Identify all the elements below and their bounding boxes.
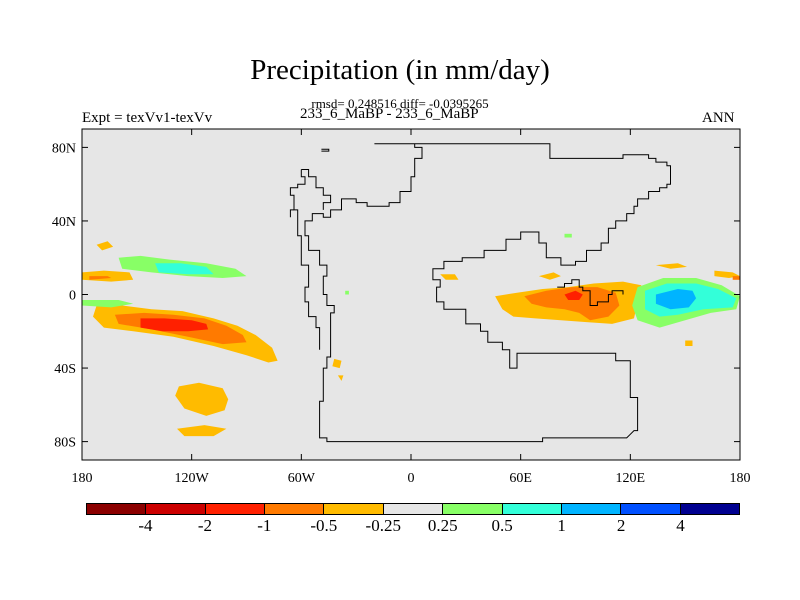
colorbar-cell bbox=[205, 504, 266, 514]
west-pacific-orange bbox=[655, 263, 687, 269]
colorbar-cell bbox=[146, 504, 206, 514]
colorbar-cell bbox=[87, 504, 147, 514]
colorbar-cell bbox=[621, 504, 681, 514]
colorbar-level-label: -4 bbox=[138, 516, 153, 535]
x-tick-label: 180 bbox=[730, 471, 751, 486]
y-tick-label: 80S bbox=[54, 436, 76, 451]
coastlines bbox=[289, 143, 671, 443]
x-tick-label: 120E bbox=[616, 471, 646, 486]
y-tick-label: 40S bbox=[54, 362, 76, 377]
colorbar bbox=[86, 503, 740, 515]
australia-spot bbox=[685, 340, 693, 346]
colorbar-cell bbox=[265, 504, 325, 514]
colorbar-cell bbox=[502, 504, 562, 514]
colorbar-level-label: 1 bbox=[557, 516, 566, 535]
colorbar-level-label: 0.5 bbox=[491, 516, 513, 535]
x-axis: 180 120W 60W 0 60E 120E 180 bbox=[72, 129, 751, 486]
coastline-fragment bbox=[289, 209, 294, 218]
colorbar-cell bbox=[383, 504, 444, 514]
left-label: Expt = texVv1-texVv bbox=[82, 110, 213, 126]
asia-wet-spot bbox=[564, 233, 572, 238]
south-pacific-blob bbox=[175, 382, 229, 416]
y-axis: 80N 40N 0 40S 80S bbox=[52, 141, 740, 451]
y-tick-label: 40N bbox=[52, 215, 76, 230]
x-tick-label: 0 bbox=[408, 471, 415, 486]
colorbar-level-label: 0.25 bbox=[427, 516, 458, 535]
colorbar-cell bbox=[680, 504, 739, 514]
x-tick-label: 120W bbox=[175, 471, 210, 486]
atlantic-wet-spot bbox=[345, 290, 349, 295]
argentina-spot-2 bbox=[337, 375, 344, 381]
pacific-south-max bbox=[140, 318, 209, 332]
colorbar-cell bbox=[561, 504, 622, 514]
coastline-fragment bbox=[301, 169, 332, 210]
right-label: ANN bbox=[702, 110, 735, 126]
colorbar-level-label: 4 bbox=[676, 516, 685, 535]
chart-title: Precipitation (in mm/day) bbox=[250, 54, 550, 86]
africa-spot bbox=[440, 274, 459, 280]
coastline-americas-main bbox=[304, 143, 671, 443]
coastline-fragment bbox=[557, 279, 624, 306]
south-pacific-spot bbox=[177, 425, 227, 437]
date-line-east bbox=[732, 276, 740, 280]
colorbar-level-label: -0.25 bbox=[365, 516, 401, 535]
west-pacific-max bbox=[655, 289, 697, 310]
colorbar-level-label: -0.5 bbox=[310, 516, 338, 535]
y-tick-label: 80N bbox=[52, 141, 76, 156]
colorbar-level-label: -2 bbox=[197, 516, 212, 535]
india-spot bbox=[538, 272, 561, 280]
indian-ocean-core bbox=[524, 287, 620, 321]
anomaly-regions bbox=[82, 233, 740, 437]
chart-subtitle: rmsd= 0.248516 diff= -0.0395265 bbox=[311, 96, 489, 111]
x-tick-label: 180 bbox=[72, 471, 93, 486]
colorbar-cell bbox=[443, 504, 503, 514]
colorbar-cell bbox=[324, 504, 384, 514]
argentina-spot bbox=[332, 358, 342, 369]
colorbar-level-label: 2 bbox=[616, 516, 626, 535]
x-tick-label: 60W bbox=[288, 471, 316, 486]
x-tick-label: 60E bbox=[509, 471, 532, 486]
center-label: 233_6_MaBP - 233_6_MaBP bbox=[300, 106, 479, 122]
coastline-fragment bbox=[289, 169, 321, 350]
pacific-equator-wet bbox=[82, 300, 134, 308]
pacific-small-north bbox=[96, 241, 114, 251]
pacific-north-core bbox=[89, 276, 112, 280]
pacific-north-wet-core bbox=[155, 263, 214, 275]
colorbar-level-label: -1 bbox=[257, 516, 272, 535]
y-tick-label: 0 bbox=[69, 289, 76, 304]
coastline-americas bbox=[321, 148, 330, 152]
indian-ocean-max bbox=[564, 290, 583, 300]
